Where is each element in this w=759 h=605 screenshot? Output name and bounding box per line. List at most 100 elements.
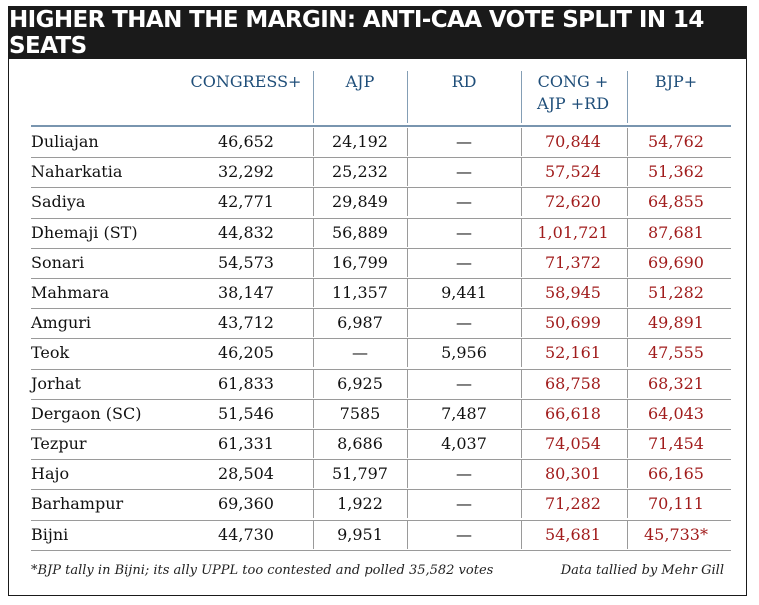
table-cell: — [456,524,472,544]
column-separator [313,279,314,307]
column-separator [521,460,522,489]
column-separator [313,128,314,156]
header-congress: CONGRESS+ [190,72,302,91]
seat-name: Duliajan [31,132,99,151]
header-cong-ajp-rd: CONG + AJP +RD [536,72,610,113]
table-cell: 68,758 [545,373,601,393]
table-cell: 71,372 [545,252,601,272]
table-cell: 87,681 [648,222,704,242]
table-cell: 64,043 [648,403,704,423]
column-separator [627,248,628,277]
column-separator [407,460,408,489]
table-cell: 6,925 [337,373,383,393]
table-cell: 50,699 [545,313,601,333]
seat-name: Barhampur [31,494,124,514]
column-separator [407,490,408,519]
table-cell: 9,951 [337,524,383,544]
column-separator [521,490,522,519]
row-divider [31,278,731,279]
row-divider [31,519,731,521]
column-separator [627,309,628,338]
table-cell: 58,945 [545,283,601,302]
column-separator [627,279,628,307]
table-cell: 28,504 [218,464,274,484]
table-cell: 52,161 [545,343,601,363]
header-separator [407,71,408,123]
table-cell: 64,855 [648,192,704,212]
header-separator [521,71,522,123]
table-cell: 43,712 [218,313,274,333]
table-cell: 5,956 [441,343,487,363]
column-separator [627,399,628,428]
table-cell: — [352,343,368,363]
row-divider [31,247,731,249]
table-cell: 57,524 [545,162,601,182]
table-cell: 51,282 [648,283,704,302]
table-cell: — [456,252,472,272]
table-cell: 61,833 [218,373,274,393]
table-cell: 46,652 [218,132,274,151]
seat-name: Teok [31,343,70,363]
table-cell: 46,205 [218,343,274,363]
table-cell: — [456,373,472,393]
column-separator [627,158,628,187]
credit: Data tallied by Mehr Gill [560,563,724,578]
table-cell: — [456,464,472,484]
column-separator [407,128,408,156]
row-divider [31,157,731,159]
table-cell: 7585 [339,403,381,423]
footnote: *BJP tally in Bijni; its ally UPPL too c… [31,563,494,578]
column-separator [407,218,408,247]
column-separator [407,158,408,187]
seat-name: Dergaon (SC) [31,403,142,423]
column-separator [407,520,408,549]
column-separator [313,309,314,338]
table-cell: 4,037 [441,434,487,453]
table-cell: 11,357 [332,283,388,302]
header-ajp: AJP [345,72,375,91]
column-separator [521,128,522,156]
table-cell: 7,487 [441,403,487,423]
seat-name: Hajo [31,464,70,484]
column-separator [407,248,408,277]
column-separator [313,188,314,217]
row-divider [31,459,731,461]
table-cell: 29,849 [332,192,388,212]
table-cell: 47,555 [648,343,704,363]
column-separator [521,339,522,368]
chart-title: HIGHER THAN THE MARGIN: ANTI-CAA VOTE SP… [9,7,746,59]
table-cell: 51,362 [648,162,704,182]
column-separator [521,430,522,458]
column-separator [521,520,522,549]
column-separator [627,430,628,458]
row-divider [31,217,731,219]
column-separator [407,430,408,458]
column-separator [627,490,628,519]
row-divider [31,429,731,430]
column-separator [407,309,408,338]
column-separator [407,188,408,217]
table-cell: 38,147 [218,283,274,302]
header-bjp: BJP+ [654,72,698,91]
header-rule [31,125,731,127]
table-cell: 66,165 [648,464,704,484]
table-cell: 71,454 [648,434,704,453]
seat-name: Bijni [31,524,69,544]
column-separator [627,460,628,489]
table-cell: 45,733* [644,524,708,544]
column-separator [313,399,314,428]
column-separator [521,309,522,338]
table-cell: — [456,192,472,212]
column-separator [627,520,628,549]
table-cell: 25,232 [332,162,388,182]
seat-name: Naharkatia [31,162,123,182]
table-cell: 69,360 [218,494,274,514]
table-cell: 69,690 [648,252,704,272]
table-cell: 42,771 [218,192,274,212]
column-separator [407,279,408,307]
column-separator [313,460,314,489]
column-separator [521,188,522,217]
table-cell: 49,891 [648,313,704,333]
table-cell: 61,331 [218,434,274,453]
seat-name: Jorhat [31,373,81,393]
